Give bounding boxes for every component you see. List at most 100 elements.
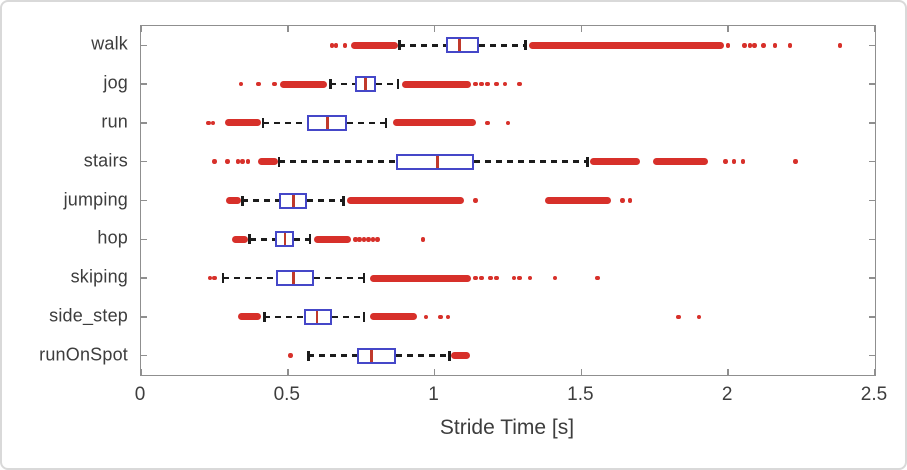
outlier-point xyxy=(272,81,277,87)
whisker-cap-low xyxy=(261,117,265,128)
outlier-point xyxy=(620,198,625,203)
outlier-point xyxy=(366,237,371,242)
x-tick-mark xyxy=(433,369,436,375)
median-line xyxy=(436,155,439,168)
outlier-point xyxy=(212,159,217,164)
whisker-cap-high xyxy=(586,156,589,167)
outlier-band xyxy=(370,313,417,321)
y-tick-mark-left xyxy=(141,199,147,202)
outlier-point xyxy=(488,275,493,281)
outlier-point xyxy=(723,159,728,164)
median-line xyxy=(292,194,295,207)
x-tick-mark-top xyxy=(727,26,729,32)
y-tick-mark-right xyxy=(869,238,875,241)
outlier-band xyxy=(346,197,464,204)
outlier-point xyxy=(240,159,245,164)
x-tick-label: 1.5 xyxy=(567,384,594,405)
outlier-point xyxy=(445,314,451,320)
whisker-high xyxy=(346,121,387,125)
whisker-low xyxy=(242,199,279,202)
outlier-point xyxy=(210,120,216,126)
whisker-low xyxy=(330,82,356,86)
whisker-cap-low xyxy=(248,234,251,245)
median-line xyxy=(283,233,287,246)
outlier-band xyxy=(258,158,278,166)
x-tick-mark xyxy=(580,369,583,375)
outlier-band xyxy=(237,313,262,321)
y-tick-mark-right xyxy=(869,354,875,357)
y-tick-label: side_step xyxy=(49,305,128,326)
outlier-band xyxy=(528,41,724,49)
whisker-cap-high xyxy=(342,195,345,206)
whisker-cap-low xyxy=(221,273,225,284)
outlier-point xyxy=(473,81,478,87)
median-line xyxy=(292,272,295,285)
box xyxy=(396,153,475,170)
x-tick-mark-top xyxy=(874,26,876,32)
x-tick-label: 0.5 xyxy=(273,384,300,405)
outlier-band xyxy=(224,119,262,127)
box xyxy=(276,270,315,287)
whisker-high xyxy=(331,315,365,319)
outlier-point xyxy=(473,275,478,281)
whisker-low xyxy=(308,354,357,357)
x-tick-mark-top xyxy=(140,26,142,32)
y-tick-label: skiping xyxy=(70,266,128,287)
x-tick-mark-top xyxy=(287,26,289,32)
x-tick-label: 2.5 xyxy=(860,384,888,405)
y-tick-mark-right xyxy=(869,277,875,279)
x-tick-mark-top xyxy=(433,26,436,32)
box xyxy=(356,347,397,364)
whisker-low xyxy=(223,276,277,280)
y-tick-mark-right xyxy=(869,44,875,47)
outlier-point xyxy=(207,275,213,281)
whisker-high xyxy=(306,199,344,202)
outlier-point xyxy=(505,120,511,126)
outlier-point xyxy=(375,237,380,242)
whisker-cap-high xyxy=(524,40,527,51)
median-line xyxy=(370,349,373,362)
outlier-band xyxy=(350,41,398,49)
whisker-low xyxy=(262,121,307,125)
whisker-cap-low xyxy=(263,311,266,322)
outlier-point xyxy=(837,43,843,48)
outlier-point xyxy=(793,159,798,164)
y-tick-mark-left xyxy=(141,277,147,279)
median-line xyxy=(315,310,319,323)
outlier-point xyxy=(370,237,376,242)
outlier-point xyxy=(787,43,793,48)
outlier-band xyxy=(280,80,328,88)
outlier-point xyxy=(333,43,339,48)
outlier-point xyxy=(288,353,293,358)
outlier-point xyxy=(256,81,261,87)
outlier-point xyxy=(473,198,478,203)
median-line xyxy=(458,39,461,52)
outlier-point xyxy=(595,275,600,281)
outlier-band xyxy=(653,158,708,166)
whisker-high xyxy=(396,354,450,357)
outlier-band xyxy=(450,352,470,360)
median-line xyxy=(326,116,329,129)
whisker-high xyxy=(293,238,310,241)
box xyxy=(446,37,479,54)
outlier-point xyxy=(742,43,747,48)
y-tick-label: runOnSpot xyxy=(39,344,128,365)
y-tick-mark-left xyxy=(141,44,147,47)
whisker-high xyxy=(375,82,398,86)
outlier-point xyxy=(696,314,702,320)
outlier-point xyxy=(517,275,522,281)
y-tick-label: hop xyxy=(97,227,128,248)
x-axis-title: Stride Time [s] xyxy=(439,416,575,439)
x-tick-label: 2 xyxy=(721,384,733,405)
y-tick-mark-left xyxy=(141,83,147,85)
outlier-point xyxy=(485,81,490,87)
outlier-point xyxy=(357,237,362,242)
y-tick-mark-left xyxy=(141,238,147,241)
outlier-band xyxy=(402,80,472,88)
plot-area xyxy=(140,25,876,376)
x-tick-label: 1 xyxy=(428,384,439,405)
y-tick-label: stairs xyxy=(83,150,128,171)
outlier-point xyxy=(479,81,484,87)
outlier-point xyxy=(494,275,499,281)
